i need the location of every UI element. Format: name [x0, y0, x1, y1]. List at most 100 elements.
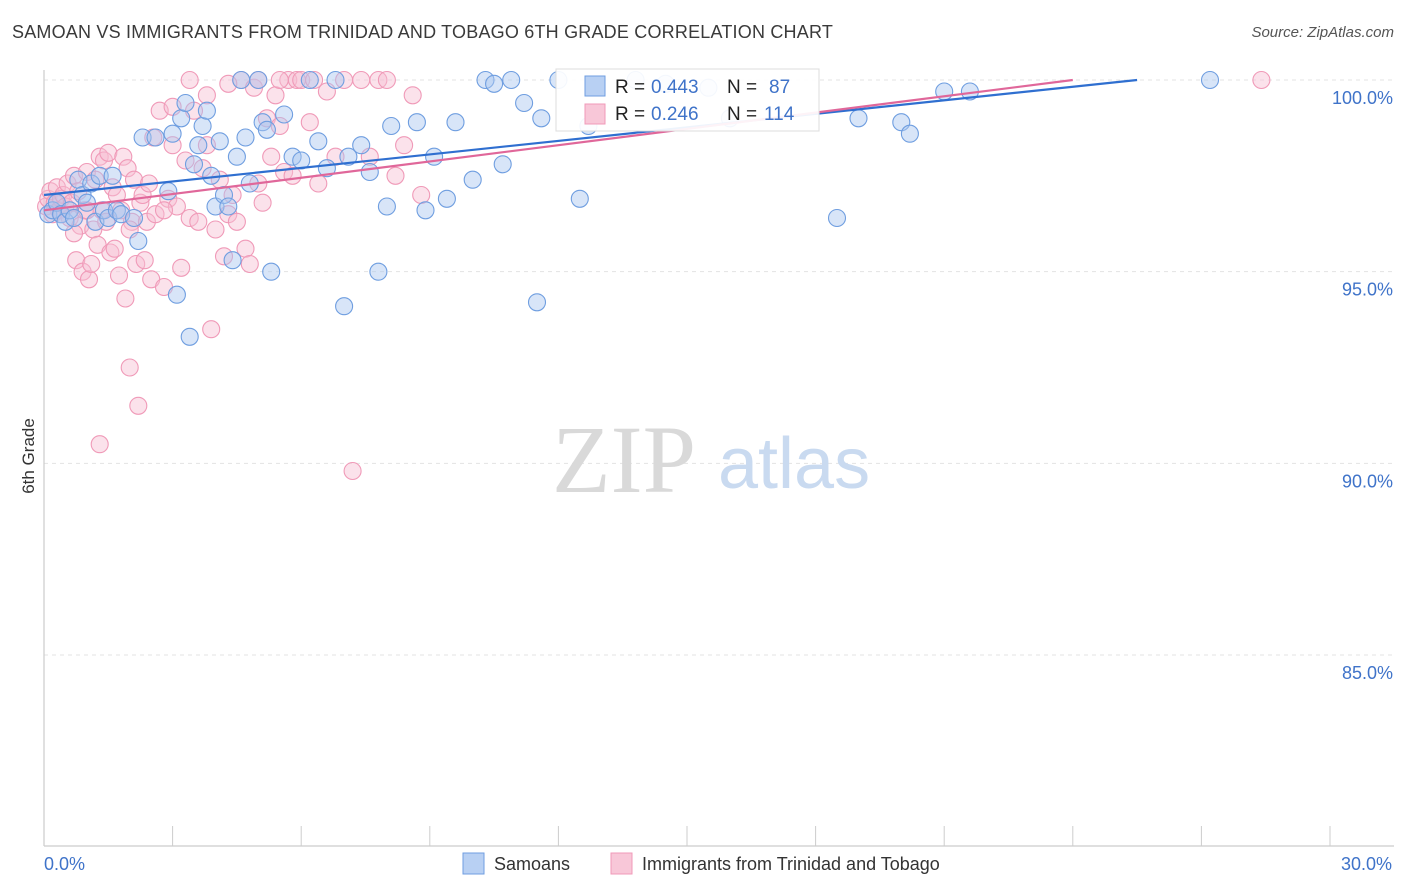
samoans-point-58 — [377, 197, 396, 216]
trinidad-point-37 — [116, 289, 135, 308]
samoans-trend-line — [43, 78, 1138, 197]
y-tick-label-0: 100.0% — [1332, 88, 1393, 108]
trinidad-point-39 — [120, 358, 139, 377]
samoans-point-65 — [463, 170, 482, 189]
samoans-point-86 — [1200, 70, 1220, 90]
samoans-point-60 — [407, 113, 426, 132]
samoans-point-22 — [159, 182, 178, 201]
samoans-point-30 — [193, 116, 212, 136]
watermark-zip: ZIP — [552, 406, 696, 513]
samoans-r-value: 0.443 — [651, 77, 699, 98]
trinidad-point-78 — [262, 147, 281, 166]
legend-trinidad-icon — [610, 852, 633, 875]
samoans-point-15 — [103, 166, 122, 185]
samoans-point-80 — [827, 208, 847, 228]
trinidad-point-73 — [240, 254, 259, 274]
samoans-point-71 — [527, 293, 547, 312]
samoans-point-45 — [262, 262, 281, 281]
x-tick-label-max: 30.0% — [1341, 854, 1392, 874]
trinidad-r-value: 0.246 — [651, 104, 699, 125]
bottom-legend: Samoans Immigrants from Trinidad and Tob… — [462, 852, 940, 875]
samoans-point-55 — [352, 136, 371, 155]
samoans-point-68 — [493, 155, 512, 174]
samoans-point-34 — [210, 132, 229, 151]
trinidad-point-34 — [109, 266, 129, 285]
trinidad-point-113 — [1252, 70, 1271, 90]
trinidad-point-59 — [180, 208, 199, 228]
trinidad-point-95 — [377, 70, 396, 90]
samoans-point-20 — [133, 128, 152, 147]
samoans-point-83 — [900, 124, 919, 143]
samoans-point-81 — [849, 109, 868, 128]
samoans-n-value: 87 — [769, 77, 790, 98]
samoans-point-46 — [275, 105, 294, 124]
trinidad-point-64 — [202, 320, 221, 339]
trinidad-point-58 — [176, 151, 195, 170]
source-label: Source: ZipAtlas.com — [1251, 24, 1394, 41]
trinidad-point-99 — [412, 185, 431, 205]
samoans-point-66 — [476, 70, 495, 90]
trinidad-point-102 — [180, 70, 199, 90]
x-axis-ticks — [43, 826, 1331, 846]
samoans-point-52 — [326, 70, 345, 90]
samoans-point-9 — [77, 193, 96, 212]
trinidad-n-label: N = — [727, 104, 757, 125]
samoans-point-59 — [382, 116, 401, 136]
x-tick-label-min: 0.0% — [44, 854, 85, 874]
trinidad-point-29 — [99, 143, 118, 162]
samoans-point-42 — [249, 70, 268, 90]
trinidad-point-61 — [189, 212, 208, 231]
y-axis-tick-labels: 100.0% 95.0% 90.0% 85.0% — [1332, 88, 1393, 683]
samoans-point-54 — [339, 147, 358, 166]
y-axis-label: 6th Grade — [19, 418, 38, 494]
trinidad-point-106 — [270, 70, 289, 90]
samoans-point-44 — [257, 120, 276, 139]
trinidad-point-92 — [352, 70, 371, 90]
legend-samoans-label: Samoans — [494, 854, 570, 874]
samoans-point-38 — [227, 147, 246, 166]
trinidad-point-20 — [79, 270, 99, 289]
trinidad-point-79 — [266, 86, 285, 105]
samoans-point-25 — [172, 109, 191, 128]
samoans-point-26 — [176, 93, 195, 113]
trinidad-point-42 — [127, 254, 146, 274]
trinidad-point-67 — [214, 247, 234, 266]
watermark-atlas: atlas — [718, 424, 870, 504]
samoans-point-29 — [189, 136, 208, 155]
trinidad-trend-line — [43, 78, 1073, 212]
samoans-point-57 — [369, 262, 388, 281]
trinidad-point-70 — [227, 212, 246, 231]
legend-trinidad-label: Immigrants from Trinidad and Tobago — [642, 854, 940, 874]
samoans-point-49 — [300, 70, 319, 90]
samoans-point-56 — [360, 162, 379, 182]
trinidad-n-value: 114 — [764, 104, 795, 125]
samoans-point-50 — [309, 132, 328, 151]
samoans-point-21 — [146, 128, 165, 147]
samoans-point-74 — [570, 189, 589, 208]
trinidad-point-57 — [172, 258, 191, 277]
samoans-point-24 — [167, 285, 186, 304]
trinidad-point-91 — [343, 461, 362, 481]
samoans-point-12 — [90, 166, 109, 185]
y-tick-label-1: 95.0% — [1342, 280, 1393, 300]
trinidad-point-14 — [67, 251, 86, 270]
samoans-point-36 — [219, 197, 238, 216]
trinidad-point-76 — [253, 193, 272, 212]
stats-legend: R = 0.443 N = 87 R = 0.246 N = 114 — [555, 68, 820, 132]
samoans-point-64 — [446, 113, 465, 132]
samoans-point-27 — [180, 327, 199, 346]
samoans-point-19 — [129, 231, 148, 251]
trinidad-point-46 — [135, 251, 154, 270]
trinidad-point-87 — [309, 174, 328, 193]
trinidad-point-96 — [386, 166, 405, 185]
legend-samoans-icon — [462, 852, 485, 875]
trinidad-r-label: R = — [615, 104, 645, 125]
trinidad-point-86 — [300, 113, 319, 132]
trinidad-swatch-icon — [584, 103, 606, 125]
samoans-point-31 — [197, 101, 216, 120]
samoans-point-53 — [335, 297, 354, 316]
trinidad-point-41 — [124, 170, 144, 189]
y-tick-label-3: 85.0% — [1342, 663, 1393, 683]
samoans-n-label: N = — [727, 77, 757, 98]
